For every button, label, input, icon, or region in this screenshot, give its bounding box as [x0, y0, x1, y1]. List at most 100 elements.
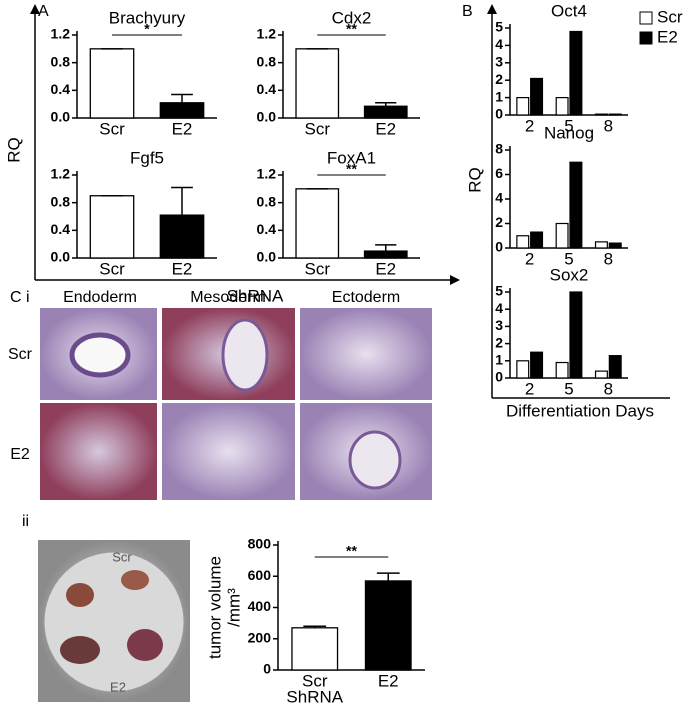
y-tick-label: 2: [495, 214, 503, 230]
bar: [295, 188, 340, 259]
x-tick-label: E2: [375, 259, 396, 278]
y-tick-label: 1: [495, 352, 503, 368]
y-tick-label: 4: [495, 190, 503, 206]
x-tick-label: 8: [604, 379, 613, 398]
chart-title: Fgf5: [130, 148, 164, 167]
column-label: Mesoderm: [190, 289, 266, 306]
y-axis-label: RQ: [4, 137, 23, 163]
x-tick-label: E2: [375, 119, 396, 138]
y-tick-label: 0.8: [51, 53, 71, 69]
y-tick-label: 0.8: [257, 53, 277, 69]
chart-title: Sox2: [550, 265, 589, 284]
y-tick-label: 6: [495, 165, 503, 181]
panel-label: C i: [10, 289, 30, 306]
significance-label: **: [346, 161, 357, 177]
x-axis-label: ShRNA: [227, 286, 284, 305]
bar: [530, 351, 544, 379]
bar: [363, 250, 408, 259]
bar: [159, 102, 205, 119]
y-tick-label: 0.4: [257, 221, 277, 237]
dish-label: Scr: [112, 549, 132, 564]
column-label: Ectoderm: [332, 289, 400, 306]
legend-label: Scr: [657, 7, 683, 26]
significance-label: *: [144, 21, 150, 37]
bar: [89, 195, 135, 259]
y-tick-label: 1.2: [51, 26, 71, 42]
error-bar: [303, 625, 327, 628]
y-tick-label: 600: [248, 567, 272, 583]
bar: [516, 235, 530, 249]
y-tick-label: 0: [495, 239, 503, 255]
chart-title: Brachyury: [109, 8, 186, 27]
y-tick-label: 0.4: [257, 81, 277, 97]
chart-title: Oct4: [551, 1, 587, 20]
tissue: [221, 318, 269, 392]
bar: [555, 96, 569, 116]
bar: [608, 113, 622, 116]
y-tick-label: 0: [495, 369, 503, 385]
y-tick-label: 3: [495, 317, 503, 333]
significance-label: **: [346, 543, 357, 559]
x-tick-label: 5: [564, 249, 573, 268]
dish: [43, 551, 185, 693]
histology-image: [162, 403, 295, 500]
y-tick-label: 2: [495, 334, 503, 350]
y-tick-label: 3: [495, 54, 503, 70]
y-tick-label: 2: [495, 71, 503, 87]
arrow: [30, 4, 40, 14]
error-bar: [375, 102, 397, 107]
bar: [530, 77, 544, 116]
error-bar: [376, 572, 400, 581]
y-tick-label: 5: [495, 19, 503, 35]
legend-swatch: [639, 11, 653, 25]
row-label: Scr: [8, 346, 33, 363]
row-label: E2: [10, 446, 30, 463]
bar: [295, 48, 340, 119]
x-tick-label: 2: [525, 249, 534, 268]
x-tick-label: 8: [604, 249, 613, 268]
tumor: [60, 636, 100, 664]
y-tick-label: 4: [495, 36, 503, 52]
panel-label: ii: [22, 513, 29, 530]
bar: [364, 580, 412, 671]
y-axis-unit: /mm³: [224, 588, 243, 627]
y-tick-label: 1.2: [51, 166, 71, 182]
y-axis-label: RQ: [465, 167, 484, 193]
histology-image: [40, 403, 157, 500]
x-tick-label: E2: [172, 259, 193, 278]
x-tick-label: Scr: [99, 259, 125, 278]
legend-swatch: [639, 31, 653, 45]
x-tick-label: 8: [604, 116, 613, 135]
y-tick-label: 1.2: [257, 166, 277, 182]
x-tick-label: Scr: [99, 119, 125, 138]
y-tick-label: 1: [495, 88, 503, 104]
x-tick-label: E2: [378, 671, 399, 690]
y-tick-label: 0.0: [257, 249, 277, 265]
y-tick-label: 8: [495, 141, 503, 157]
x-axis-label: Differentiation Days: [506, 401, 654, 420]
y-tick-label: 0.4: [51, 221, 71, 237]
legend-label: E2: [657, 27, 678, 46]
bar: [569, 161, 583, 249]
y-axis-label: tumor volume: [205, 556, 224, 659]
y-tick-label: 0.4: [51, 81, 71, 97]
bar: [530, 231, 544, 249]
x-tick-label: 2: [525, 116, 534, 135]
bar: [594, 241, 608, 249]
significance-label: **: [346, 21, 357, 37]
error-bar: [375, 244, 397, 252]
bar: [608, 355, 622, 379]
histology-image: [300, 308, 432, 400]
y-tick-label: 5: [495, 283, 503, 299]
arrow: [450, 275, 460, 285]
bar: [555, 222, 569, 249]
chart-title: Nanog: [544, 123, 594, 142]
y-tick-label: 0: [495, 106, 503, 122]
bar: [516, 96, 530, 116]
panel-label: B: [462, 3, 473, 20]
y-tick-label: 0.0: [51, 109, 71, 125]
y-tick-label: 0.0: [51, 249, 71, 265]
bar: [608, 242, 622, 249]
x-tick-label: 2: [525, 379, 534, 398]
